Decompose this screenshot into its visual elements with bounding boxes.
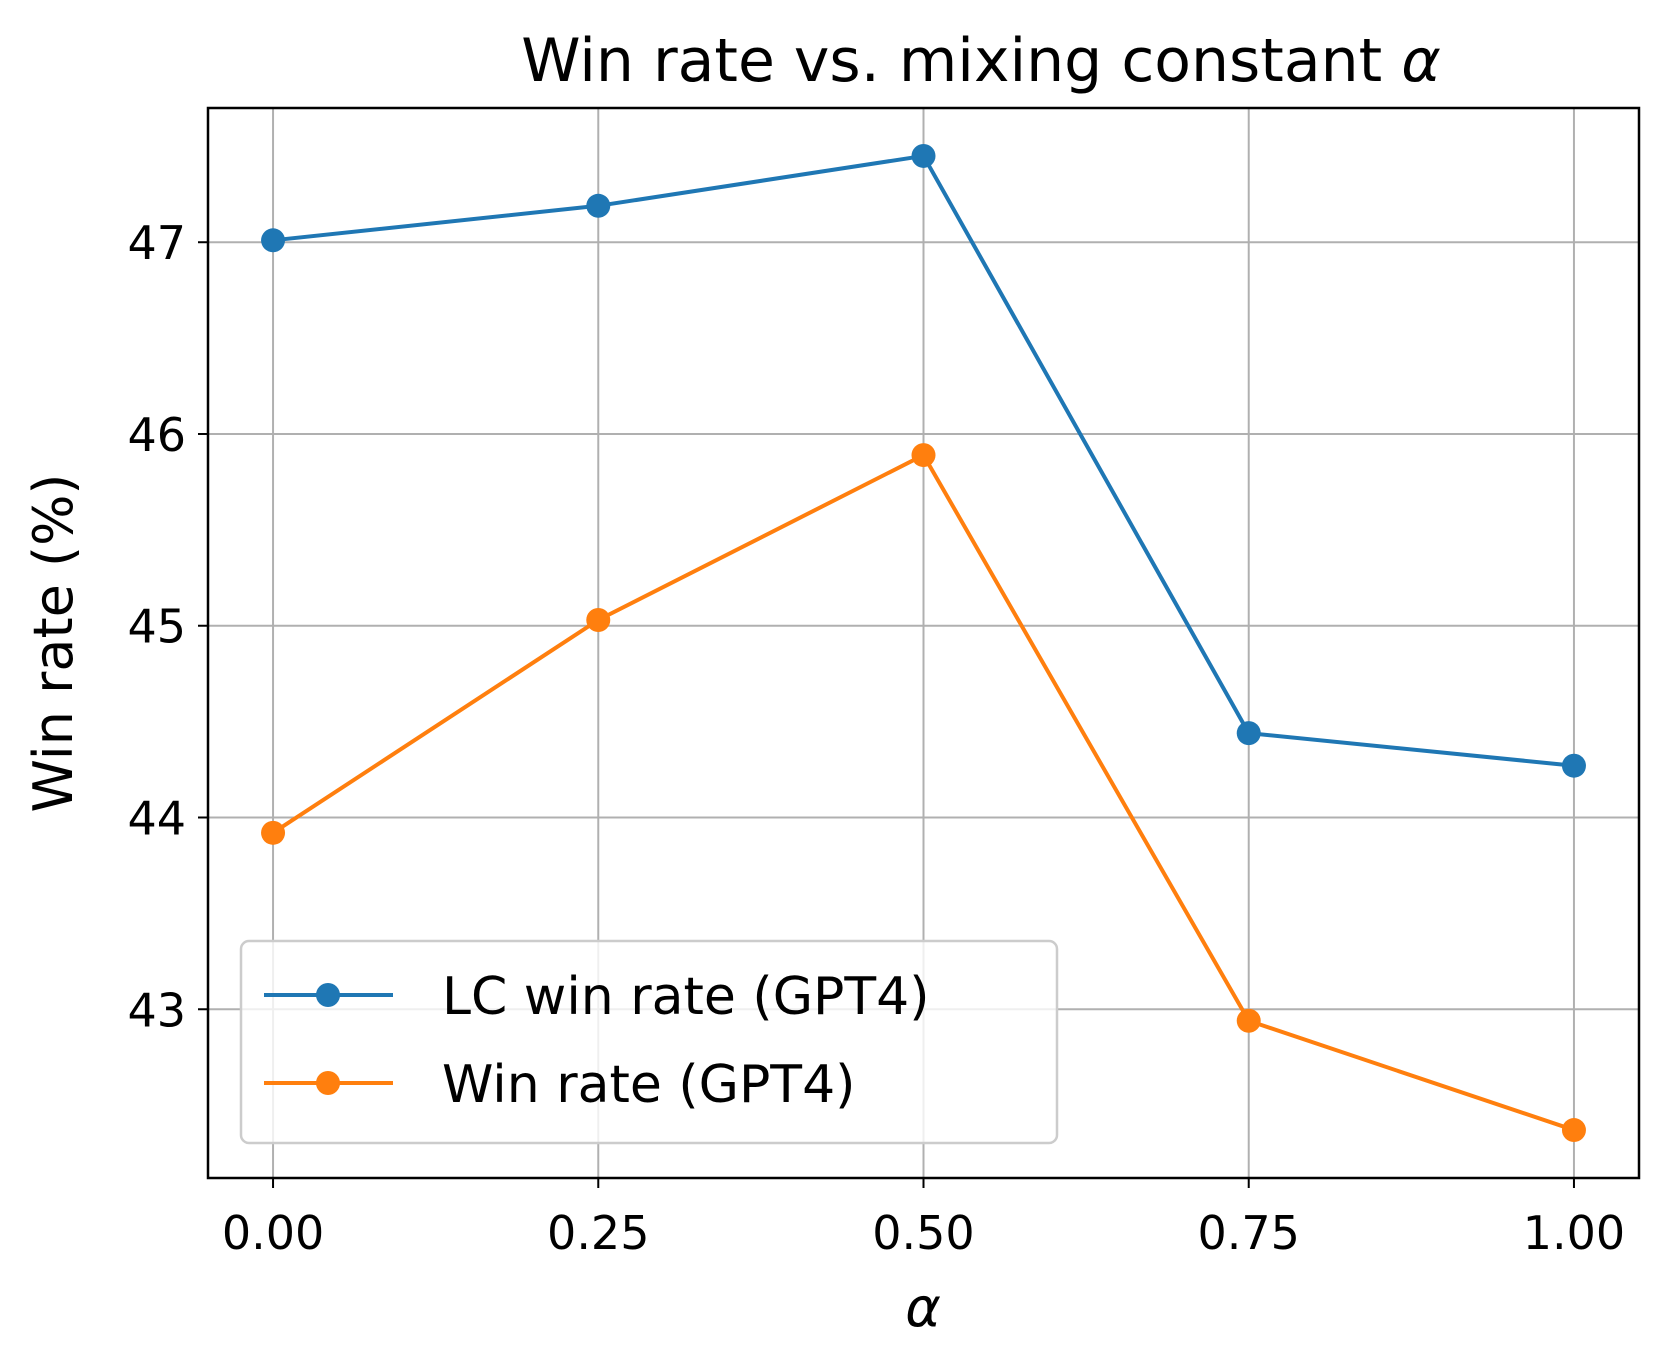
- data-point: [911, 143, 936, 168]
- chart-title-text: Win rate vs. mixing constant: [521, 26, 1382, 96]
- y-tick-label: 45: [127, 600, 186, 654]
- data-point: [1236, 721, 1261, 746]
- y-tick-label: 46: [127, 408, 186, 462]
- x-tick-label: 0.25: [547, 1206, 649, 1260]
- legend-label: Win rate (GPT4): [442, 1055, 855, 1115]
- legend-marker: [316, 983, 340, 1007]
- legend-marker: [316, 1071, 340, 1095]
- x-axis-label: α: [905, 1276, 941, 1339]
- x-tick-label: 1.00: [1523, 1206, 1625, 1260]
- data-point: [1236, 1008, 1261, 1033]
- legend: LC win rate (GPT4) Win rate (GPT4): [239, 939, 1059, 1145]
- x-tick-label: 0.00: [222, 1206, 324, 1260]
- chart-title-symbol: α: [1401, 26, 1441, 96]
- data-point: [586, 193, 611, 218]
- legend-label: LC win rate (GPT4): [442, 967, 930, 1027]
- plot-frame: [206, 106, 1641, 1180]
- data-point: [261, 228, 286, 253]
- y-tick-label: 44: [127, 791, 186, 845]
- y-axis-ticks: 43 44 45 46 47: [127, 216, 208, 1037]
- x-axis-ticks: 0.00 0.25 0.50 0.75 1.00: [222, 1178, 1625, 1260]
- series-layer: [261, 143, 1586, 1143]
- data-point: [586, 607, 611, 632]
- data-point: [1561, 1118, 1586, 1143]
- y-tick-label: 47: [127, 216, 186, 270]
- legend-box: [239, 939, 1059, 1145]
- y-axis-label: Win rate (%): [22, 474, 85, 813]
- data-point: [911, 443, 936, 468]
- x-tick-label: 0.50: [872, 1206, 974, 1260]
- y-tick-label: 43: [127, 983, 186, 1037]
- data-point: [1561, 753, 1586, 778]
- chart-title: Win rate vs. mixing constant α: [521, 26, 1441, 96]
- x-tick-label: 0.75: [1198, 1206, 1300, 1260]
- data-point: [261, 820, 286, 845]
